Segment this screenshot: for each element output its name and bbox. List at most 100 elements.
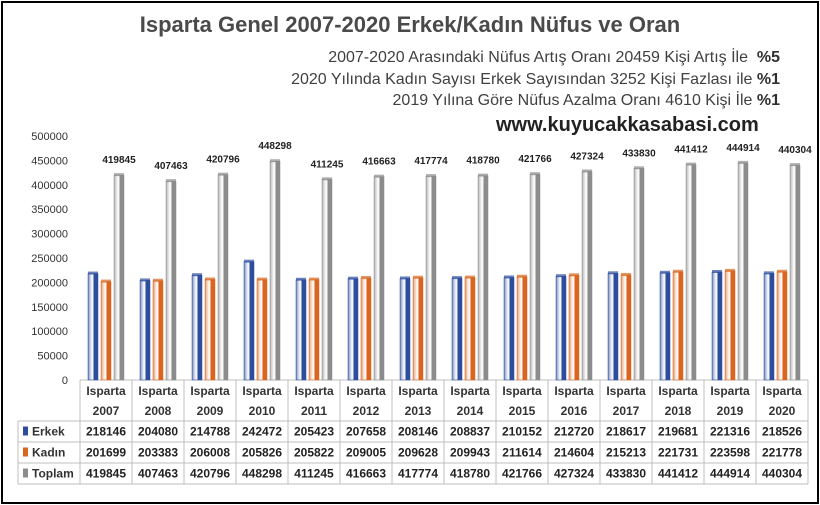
table-cell: 418780: [450, 467, 490, 481]
table-cell: 218526: [762, 425, 802, 439]
table-cell: 211614: [502, 446, 542, 460]
bar-cap: [322, 177, 332, 181]
data-label: 407463: [154, 161, 188, 172]
chart-title: Isparta Genel 2007-2020 Erkek/Kadın Nüfu…: [139, 12, 681, 37]
website-url[interactable]: www.kuyucakkasabasi.com: [496, 114, 759, 136]
bar-cap: [413, 275, 423, 279]
bar-cap: [218, 172, 228, 176]
bar-cap: [777, 269, 787, 273]
bar-kadın: [464, 277, 476, 381]
bar-toplam: [269, 160, 281, 381]
note-gender-diff-text: 2020 Yılında Kadın Sayısı Erkek Sayısınd…: [291, 71, 753, 88]
table-cell: 433830: [606, 467, 646, 481]
category-label-year: 2014: [457, 404, 484, 418]
table-cell: 444914: [710, 467, 750, 481]
table-cell: 212720: [554, 425, 594, 439]
y-tick-label: 200000: [31, 277, 68, 289]
bar-cap: [725, 268, 735, 272]
table-cell: 218146: [86, 425, 126, 439]
table-cell: 416663: [346, 467, 386, 481]
bar-toplam: [373, 176, 385, 381]
legend-label-toplam: Toplam: [32, 467, 74, 481]
table-cell: 221731: [658, 446, 698, 460]
category-label-prefix: Isparta: [190, 384, 230, 398]
bar-cap: [738, 160, 748, 164]
data-label: 411245: [311, 159, 344, 170]
category-label-prefix: Isparta: [398, 384, 438, 398]
table-cell: 215213: [606, 446, 646, 460]
bar-cap: [400, 276, 410, 280]
note-decline-text: 2019 Yılına Göre Nüfus Azalma Oranı 4610…: [392, 92, 753, 109]
bar-cap: [530, 172, 540, 176]
category-label-prefix: Isparta: [710, 384, 750, 398]
table-cell: 208146: [398, 425, 438, 439]
bar-erkek: [659, 272, 671, 381]
bar-toplam: [633, 168, 645, 381]
y-tick-label: 450000: [31, 155, 68, 167]
bar-cap: [296, 277, 306, 281]
category-label-prefix: Isparta: [138, 384, 178, 398]
note-gender-diff: 2020 Yılında Kadın Sayısı Erkek Sayısınd…: [291, 71, 780, 89]
bar-erkek: [503, 277, 515, 381]
bar-toplam: [581, 171, 593, 381]
category-label-prefix: Isparta: [86, 384, 126, 398]
bar-cap: [192, 273, 202, 277]
bar-cap: [465, 275, 475, 279]
data-label: 444914: [726, 143, 760, 154]
legend-key-kadın: [23, 447, 28, 457]
data-label: 418780: [466, 156, 500, 167]
data-label: 420796: [206, 155, 240, 166]
y-tick-label: 500000: [31, 131, 68, 143]
bar-cap: [270, 159, 280, 163]
bar-cap: [790, 163, 800, 167]
bar-cap: [673, 269, 683, 273]
bar-cap: [348, 276, 358, 280]
note-growth-pct: %5: [756, 49, 780, 66]
table-cell: 208837: [450, 425, 490, 439]
table-cell: 205826: [242, 446, 282, 460]
bar-cap: [556, 274, 566, 278]
table-cell: 210152: [502, 425, 542, 439]
y-tick-label: 250000: [31, 253, 68, 265]
category-label-year: 2020: [769, 404, 796, 418]
y-tick-label: 100000: [31, 326, 68, 338]
legend-key-erkek: [23, 426, 28, 436]
table-cell: 201699: [86, 446, 126, 460]
bar-cap: [517, 274, 527, 278]
bar-cap: [452, 276, 462, 280]
note-gender-diff-pct: %1: [756, 71, 780, 88]
bar-toplam: [425, 175, 437, 381]
bar-cap: [140, 278, 150, 282]
bar-toplam: [477, 175, 489, 381]
bar-cap: [374, 174, 384, 178]
table-cell: 221778: [762, 446, 802, 460]
y-tick-label: 350000: [31, 204, 68, 216]
bar-cap: [244, 259, 254, 263]
bar-kadın: [308, 279, 320, 381]
bar-cap: [569, 273, 579, 277]
bar-erkek: [347, 278, 359, 381]
table-cell: 441412: [658, 467, 698, 481]
table-cell: 209005: [346, 446, 386, 460]
bar-cap: [764, 271, 774, 275]
data-label: 441412: [674, 145, 708, 156]
bar-cap: [504, 275, 514, 279]
bar-cap: [205, 277, 215, 281]
category-label-prefix: Isparta: [242, 384, 282, 398]
table-cell: 419845: [86, 467, 126, 481]
bar-erkek: [399, 278, 411, 381]
category-label-year: 2013: [405, 404, 432, 418]
table-cell: 209628: [398, 446, 438, 460]
data-label: 433830: [622, 148, 656, 159]
data-label: 448298: [258, 141, 292, 152]
category-label-prefix: Isparta: [606, 384, 646, 398]
bar-cap: [660, 270, 670, 274]
table-cell: 214604: [554, 446, 594, 460]
bar-kadın: [568, 275, 580, 381]
bar-cap: [478, 173, 488, 177]
bar-erkek: [87, 273, 99, 381]
bar-kadın: [516, 276, 528, 381]
data-label: 419845: [102, 155, 136, 166]
